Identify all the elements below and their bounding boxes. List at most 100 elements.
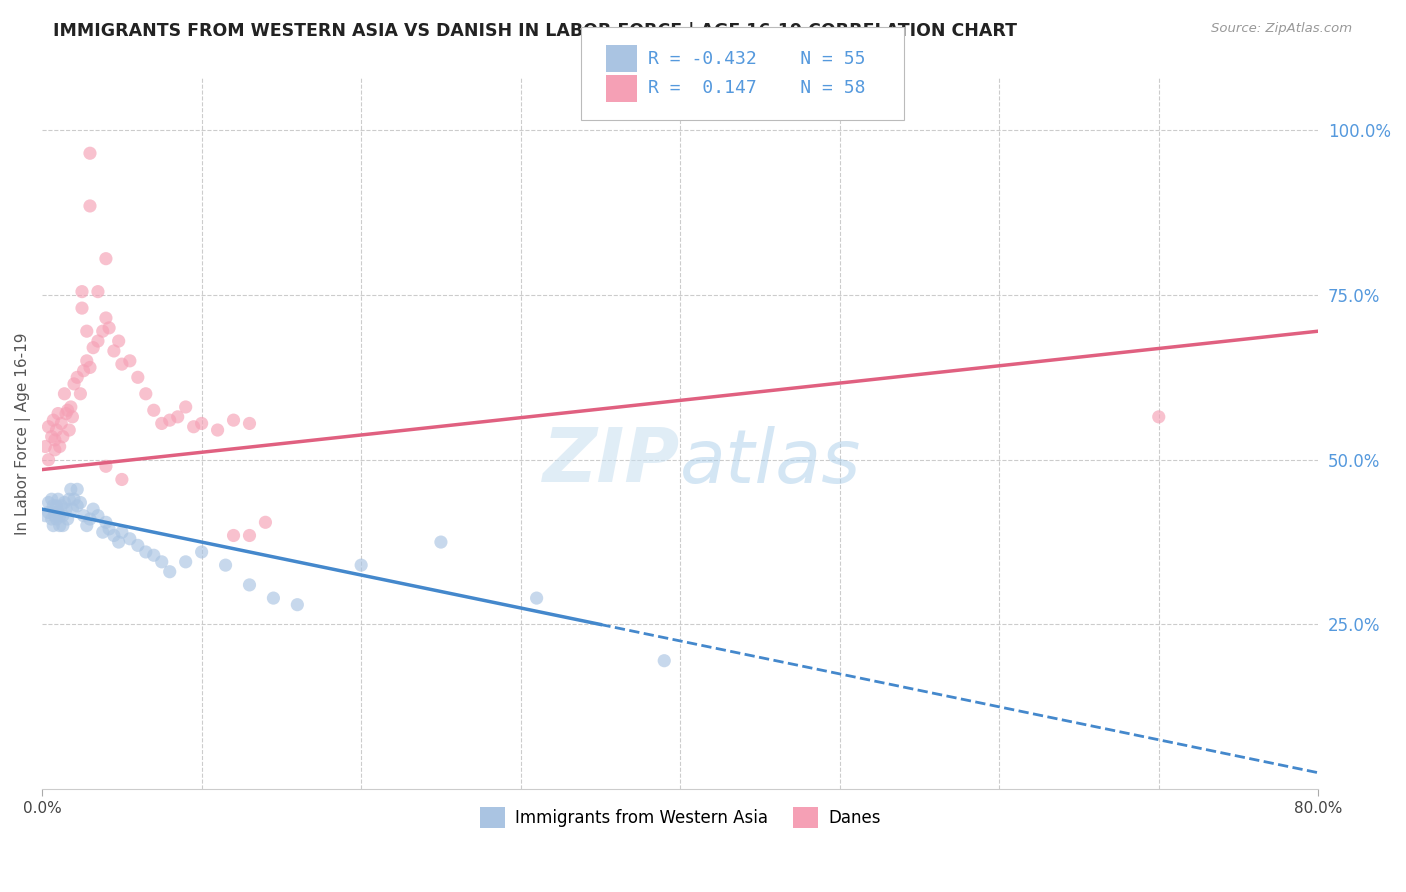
Point	[51, 499, 73, 513]
Text: Source: ZipAtlas.com: Source: ZipAtlas.com	[1212, 22, 1353, 36]
Point	[111, 357, 134, 371]
Point	[87, 285, 110, 299]
Point	[174, 400, 197, 414]
Point	[55, 407, 77, 421]
Text: atlas: atlas	[681, 425, 862, 498]
Point	[142, 548, 165, 562]
Point	[79, 146, 101, 161]
Point	[190, 417, 212, 431]
Point	[62, 502, 84, 516]
Point	[58, 423, 80, 437]
Point	[42, 413, 65, 427]
Point	[79, 199, 101, 213]
Point	[98, 321, 121, 335]
Point	[62, 409, 84, 424]
Point	[91, 525, 114, 540]
Point	[66, 499, 89, 513]
Point	[46, 505, 69, 519]
Point	[111, 525, 134, 540]
Point	[34, 440, 56, 454]
Point	[79, 512, 101, 526]
Point	[87, 508, 110, 523]
Point	[150, 555, 173, 569]
Point	[174, 555, 197, 569]
Point	[222, 413, 245, 427]
Point	[63, 376, 86, 391]
Point	[107, 535, 129, 549]
Point	[53, 495, 76, 509]
Point	[142, 403, 165, 417]
Point	[87, 334, 110, 348]
Point	[58, 492, 80, 507]
Point	[76, 354, 98, 368]
Point	[55, 502, 77, 516]
Point	[70, 285, 93, 299]
Point	[285, 598, 308, 612]
Point	[52, 518, 75, 533]
Point	[69, 386, 91, 401]
Point	[59, 483, 82, 497]
Point	[526, 591, 548, 606]
Point	[46, 492, 69, 507]
Point	[159, 565, 181, 579]
Point	[37, 505, 59, 519]
Point	[52, 508, 75, 523]
Point	[37, 495, 59, 509]
Point	[214, 558, 236, 573]
Point	[56, 403, 79, 417]
Point	[82, 341, 104, 355]
Point	[103, 343, 125, 358]
Point	[127, 370, 149, 384]
Point	[262, 591, 284, 606]
Point	[37, 452, 59, 467]
Point	[72, 364, 94, 378]
Point	[45, 499, 67, 513]
Point	[37, 419, 59, 434]
Point	[69, 495, 91, 509]
Point	[135, 386, 157, 401]
Point	[44, 433, 66, 447]
Point	[94, 310, 117, 325]
Point	[41, 429, 63, 443]
Point	[59, 400, 82, 414]
Point	[98, 522, 121, 536]
Point	[45, 423, 67, 437]
Point	[53, 386, 76, 401]
Point	[430, 535, 453, 549]
Point	[44, 508, 66, 523]
Text: ZIP: ZIP	[543, 425, 681, 499]
Point	[1147, 409, 1170, 424]
Point	[42, 518, 65, 533]
Point	[56, 512, 79, 526]
Point	[238, 578, 260, 592]
Point	[82, 502, 104, 516]
Point	[94, 459, 117, 474]
Point	[94, 252, 117, 266]
Y-axis label: In Labor Force | Age 16-19: In Labor Force | Age 16-19	[15, 332, 31, 534]
Point	[166, 409, 188, 424]
Point	[44, 505, 66, 519]
Point	[652, 654, 675, 668]
Point	[76, 324, 98, 338]
Point	[48, 440, 70, 454]
Point	[34, 508, 56, 523]
Point	[45, 512, 67, 526]
Point	[183, 419, 205, 434]
Point	[350, 558, 373, 573]
Point	[238, 417, 260, 431]
Point	[66, 370, 89, 384]
Point	[107, 334, 129, 348]
Point	[48, 518, 70, 533]
Point	[42, 499, 65, 513]
Point	[70, 301, 93, 315]
Point	[94, 516, 117, 530]
Point	[238, 528, 260, 542]
Point	[41, 512, 63, 526]
Point	[46, 407, 69, 421]
Legend: Immigrants from Western Asia, Danes: Immigrants from Western Asia, Danes	[474, 801, 887, 834]
Point	[111, 473, 134, 487]
Point	[66, 483, 89, 497]
Point	[91, 324, 114, 338]
Point	[159, 413, 181, 427]
Point	[127, 538, 149, 552]
